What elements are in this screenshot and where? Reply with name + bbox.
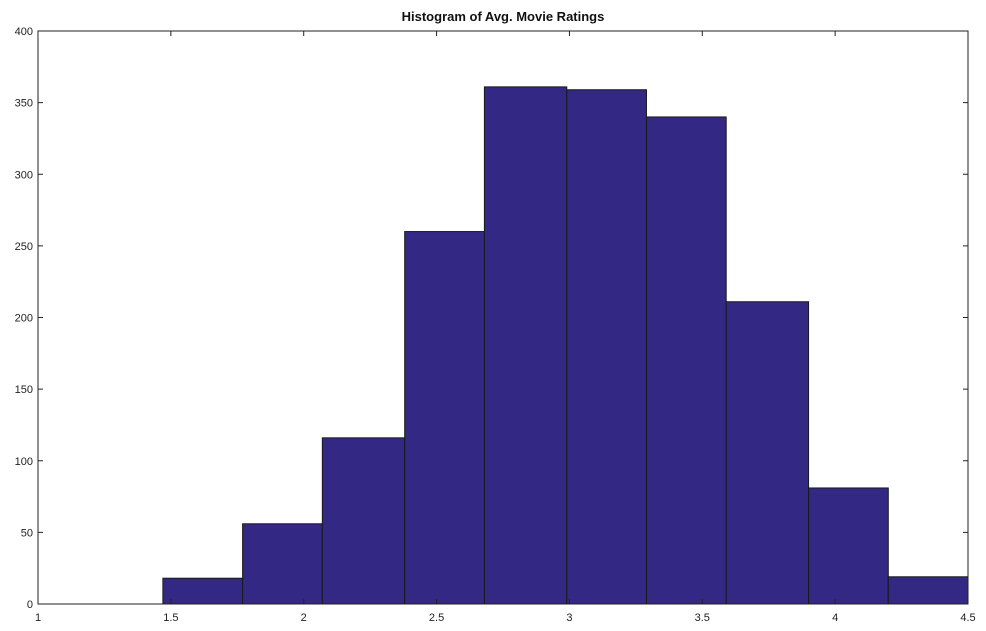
histogram-bar-7 [645, 116, 727, 605]
histogram-bar-4 [404, 231, 485, 605]
x-tick-label-2: 1.5 [163, 612, 178, 624]
y-tick-label-5: 200 [15, 313, 33, 325]
x-tick-label-3: 2 [301, 612, 307, 624]
histogram-bar-1 [162, 577, 244, 605]
x-tick-label-8: 4.5 [960, 612, 975, 624]
x-tick-label-4: 2.5 [429, 612, 444, 624]
histogram-bar-6 [566, 89, 647, 605]
tick-labels-group: 1 1.5 2 2.5 3 3.5 4 4.5 0 50 100 150 200 250 300 350 400 [15, 26, 976, 624]
x-tick-label-1: 1 [35, 612, 41, 624]
y-tick-label-6: 250 [15, 241, 33, 253]
plot-area [37, 30, 969, 605]
histogram-bar-8 [725, 301, 810, 605]
y-tick-label-9: 400 [15, 26, 33, 38]
y-tick-label-2: 50 [21, 527, 33, 539]
histogram-bar-5 [483, 86, 568, 605]
y-tick-label-1: 0 [27, 599, 33, 611]
y-tick-label-3: 100 [15, 456, 33, 468]
histogram-bar-3 [321, 437, 406, 605]
bars-group [162, 86, 969, 605]
histogram-bar-2 [242, 523, 323, 605]
y-tick-label-4: 150 [15, 384, 33, 396]
x-tick-label-7: 4 [832, 612, 838, 624]
chart-title: Histogram of Avg. Movie Ratings [402, 9, 605, 24]
histogram-bar-9 [808, 487, 889, 605]
y-tick-label-8: 350 [15, 98, 33, 110]
histogram-bar-10 [887, 576, 969, 605]
x-tick-label-5: 3 [566, 612, 572, 624]
x-tick-label-6: 3.5 [695, 612, 710, 624]
y-tick-label-7: 300 [15, 169, 33, 181]
